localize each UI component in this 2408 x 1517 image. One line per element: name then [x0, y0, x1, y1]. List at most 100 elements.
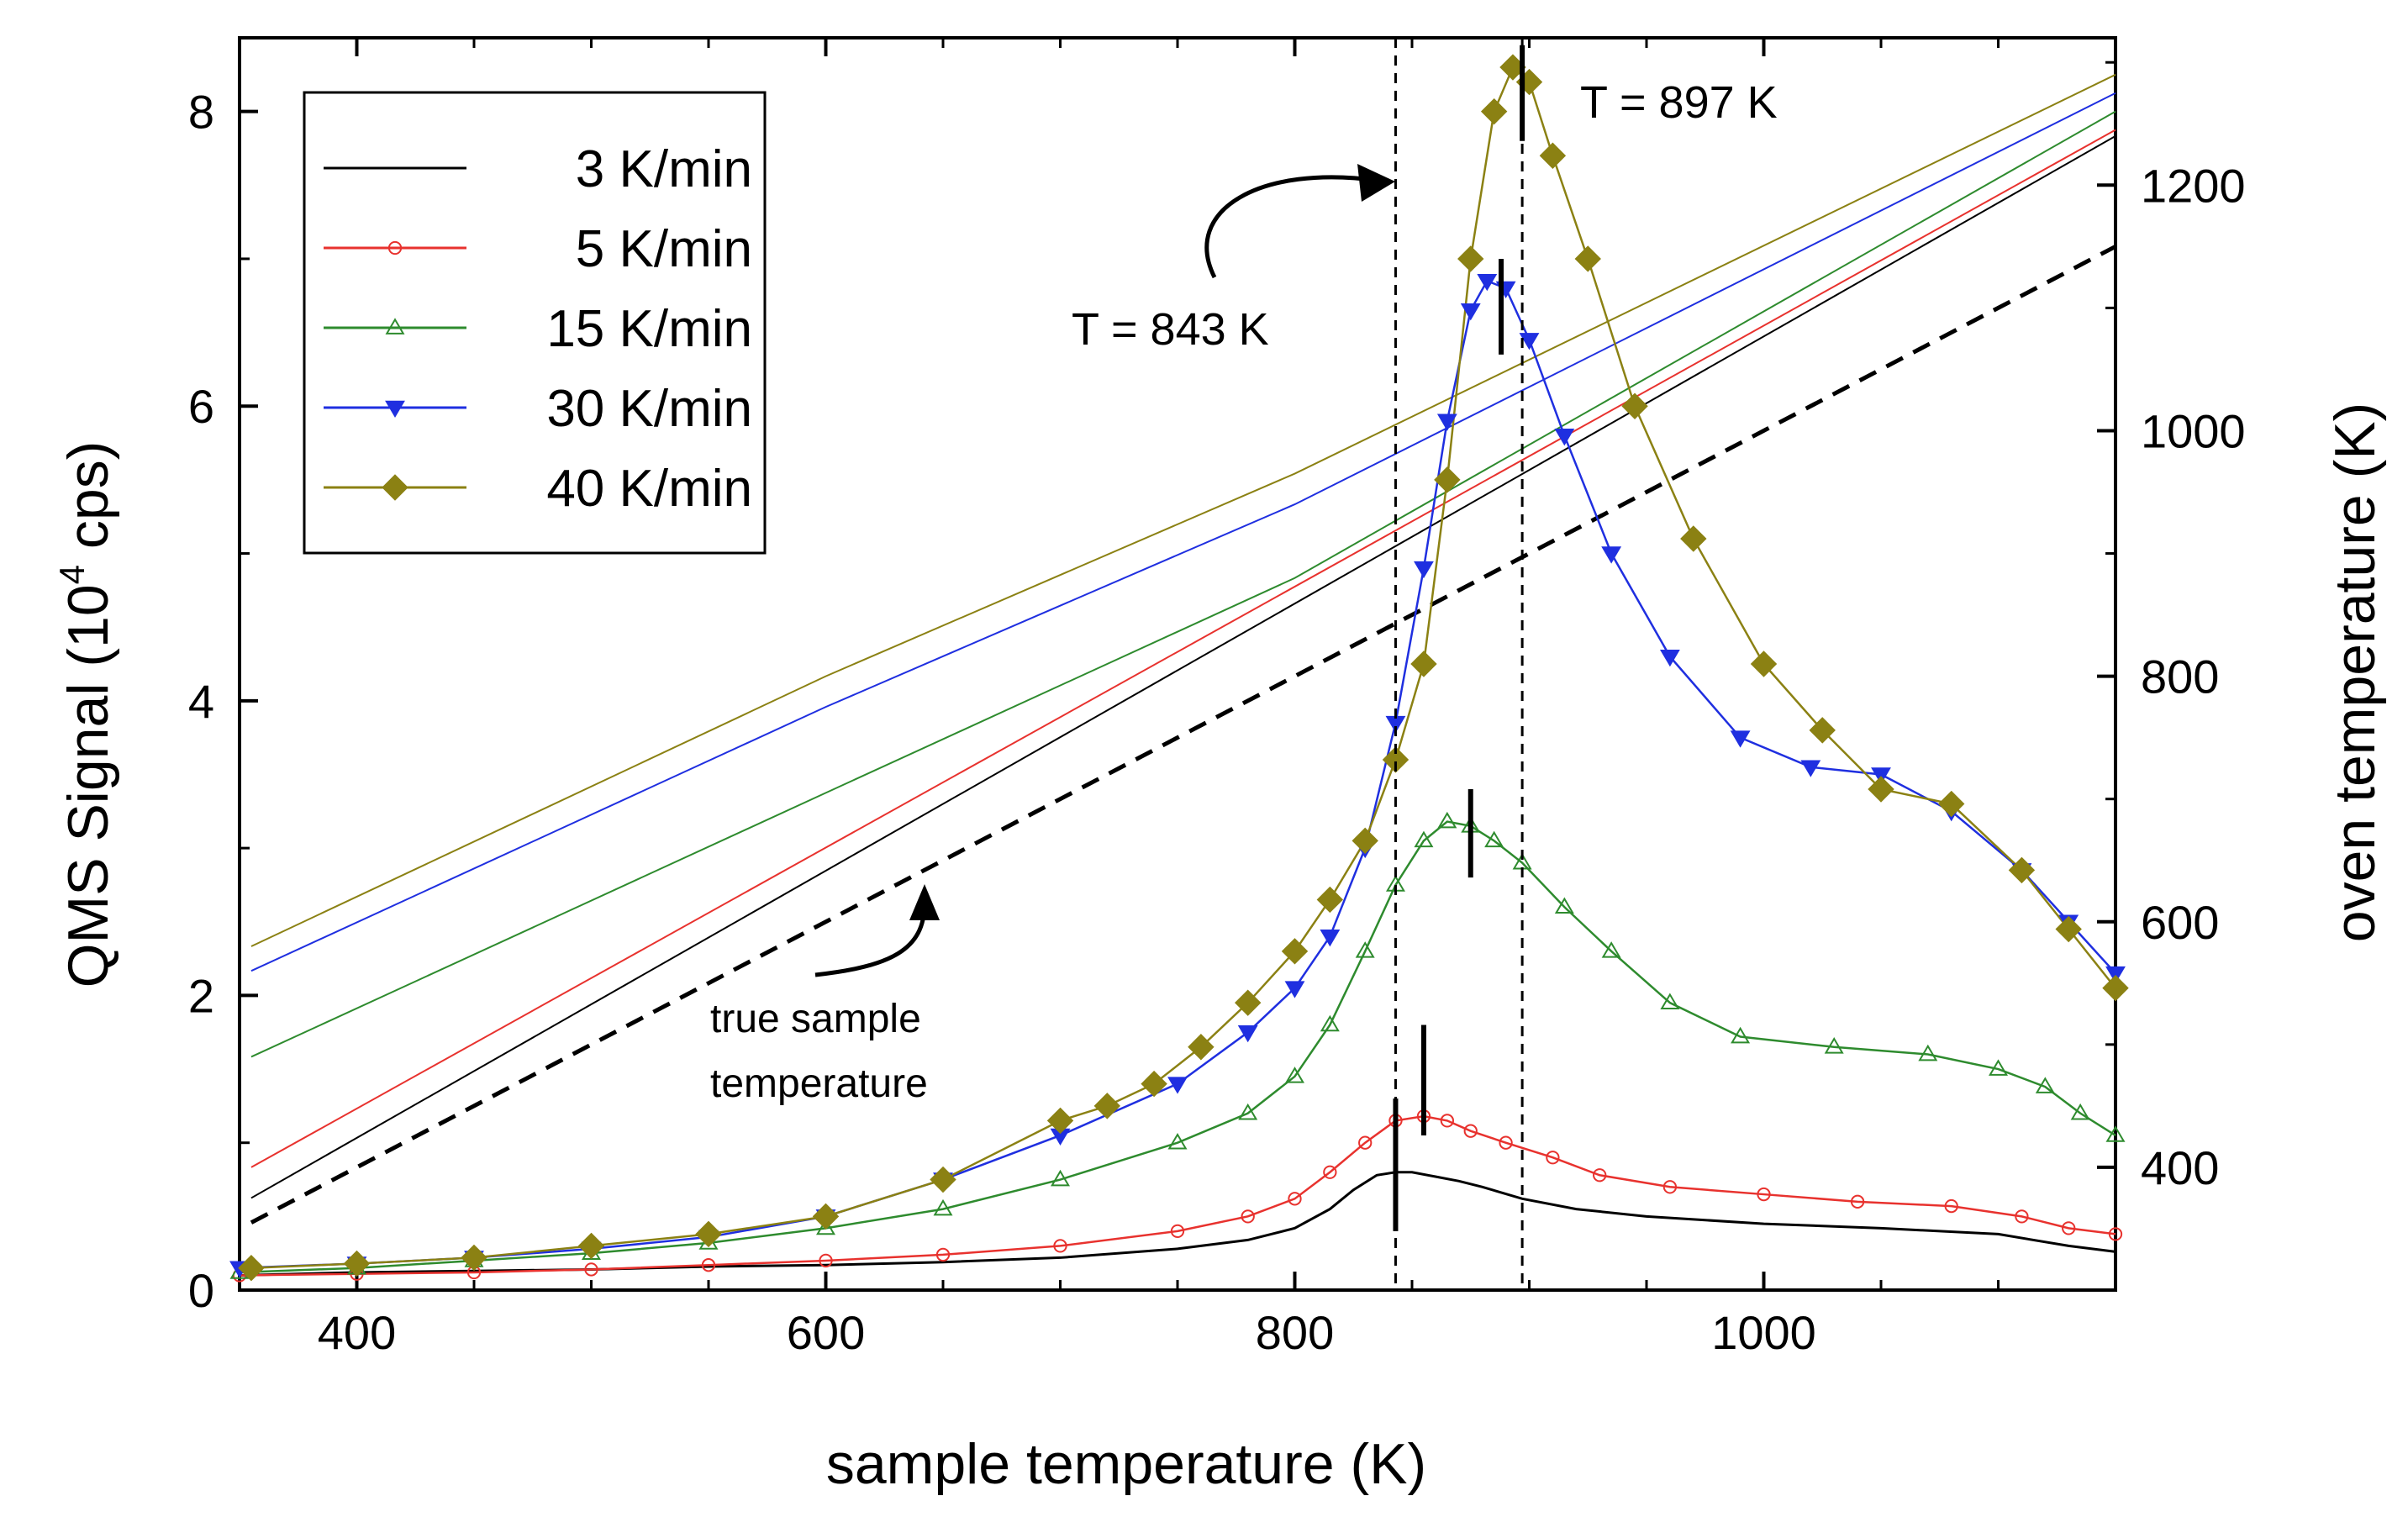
arrow-t843-head	[1357, 164, 1395, 202]
true-sample-temperature-line	[250, 245, 2117, 1225]
point-15-k-min-14	[1414, 830, 1434, 848]
point-30-k-min-25	[1871, 767, 1891, 785]
oven-line-30-k-min	[250, 92, 2116, 972]
legend-label-15-k-min: 15 K/min	[546, 300, 752, 358]
series-line-5-k-min	[239, 1114, 2116, 1277]
legend-label-30-k-min: 30 K/min	[546, 380, 752, 438]
point-30-k-min-17	[1477, 274, 1498, 292]
point-5-k-min-26	[2108, 1227, 2123, 1241]
legend-rows: 3 K/min 5 K/min 15 K/min 30 K/min 40 K/min	[324, 140, 752, 518]
point-40-k-min-26	[1750, 651, 1778, 677]
point-40-k-min-16	[1410, 651, 1437, 677]
point-40-k-min-30	[2008, 856, 2036, 884]
point-40-k-min-29	[1937, 790, 1965, 818]
y-axis-right-title: oven temperature (K)	[2323, 403, 2387, 943]
oven-line-5-k-min	[250, 129, 2116, 1168]
point-15-k-min-20	[1601, 941, 1621, 958]
annotation-t843: T = 843 K	[1072, 304, 1269, 355]
y-left-tick-label-4: 4	[188, 675, 214, 728]
point-15-k-min-12	[1355, 941, 1375, 958]
point-40-k-min-8	[1093, 1093, 1121, 1119]
point-15-k-min-8	[1167, 1132, 1188, 1150]
point-40-k-min-24	[1621, 392, 1648, 419]
x-tick-label-800: 800	[1256, 1306, 1334, 1359]
legend-marker-5-k-min	[387, 240, 403, 255]
point-30-k-min-20	[1554, 429, 1575, 446]
point-40-k-min-13	[1316, 886, 1344, 914]
legend: 3 K/min 5 K/min 15 K/min 30 K/min 40 K/min	[303, 91, 767, 555]
arrow-true-sample	[814, 903, 927, 977]
point-40-k-min-19	[1480, 97, 1508, 125]
point-15-k-min-19	[1554, 897, 1574, 914]
vertical-markers	[1394, 38, 1524, 1290]
peak-markers	[1393, 45, 1525, 1231]
point-15-k-min-10	[1285, 1067, 1304, 1083]
point-5-k-min-4	[701, 1258, 716, 1272]
point-30-k-min-29	[2105, 966, 2126, 984]
annotation-t897: T = 897 K	[1580, 77, 1778, 128]
point-40-k-min-28	[1868, 776, 1894, 803]
axis-ticks: 400 600 800 1000 0 2 4 6 8 400 600 800 1000 1200	[188, 38, 2246, 1359]
point-40-k-min-31	[2055, 915, 2082, 943]
point-5-k-min-6	[935, 1247, 951, 1262]
point-5-k-min-15	[1440, 1114, 1454, 1128]
y-left-tick-label-8: 8	[188, 86, 214, 139]
y-axis-left-title: QMS Signal (104 cps)	[52, 441, 120, 988]
point-5-k-min-5	[819, 1253, 833, 1268]
series-line-15-k-min	[239, 820, 2116, 1274]
point-5-k-min-9	[1241, 1209, 1255, 1224]
series-line-3-k-min	[239, 1171, 2116, 1277]
point-30-k-min-11	[1320, 930, 1341, 947]
point-5-k-min-22	[1850, 1194, 1865, 1209]
annotation-true-sample-2: temperature	[710, 1061, 928, 1106]
point-15-k-min-25	[1989, 1059, 2008, 1076]
point-30-k-min-22	[1659, 650, 1680, 667]
point-40-k-min-9	[1141, 1070, 1167, 1098]
point-15-k-min-6	[933, 1198, 953, 1216]
point-30-k-min-10	[1284, 981, 1305, 998]
point-40-k-min-5	[812, 1203, 840, 1230]
point-30-k-min-24	[1800, 760, 1821, 777]
arrow-t843	[1204, 175, 1379, 279]
x-tick-label-400: 400	[318, 1306, 396, 1359]
point-15-k-min-24	[1918, 1044, 1938, 1061]
point-5-k-min-20	[1662, 1180, 1678, 1194]
point-5-k-min-24	[2015, 1209, 2029, 1224]
point-40-k-min-10	[1188, 1034, 1215, 1061]
point-40-k-min-25	[1680, 525, 1707, 552]
point-40-k-min-18	[1457, 245, 1484, 272]
point-30-k-min-19	[1519, 333, 1540, 350]
point-30-k-min-14	[1414, 561, 1434, 579]
point-5-k-min-21	[1757, 1187, 1771, 1202]
point-15-k-min-7	[1051, 1169, 1070, 1187]
point-40-k-min-17	[1434, 466, 1461, 493]
legend-marker-15-k-min	[385, 318, 405, 334]
point-30-k-min-21	[1601, 546, 1622, 564]
y-right-tick-label-1000: 1000	[2141, 404, 2246, 457]
point-30-k-min-15	[1436, 413, 1457, 431]
legend-marker-30-k-min	[385, 400, 405, 419]
point-15-k-min-21	[1660, 993, 1680, 1010]
point-5-k-min-10	[1288, 1192, 1302, 1206]
point-30-k-min-8	[1167, 1077, 1188, 1094]
point-40-k-min-23	[1574, 245, 1601, 272]
y-right-tick-label-400: 400	[2141, 1141, 2219, 1194]
y-left-title-sup: 4	[52, 565, 92, 584]
y-left-title-tail: cps)	[56, 441, 120, 565]
y-left-title-main: QMS Signal (10	[56, 584, 120, 988]
point-5-k-min-11	[1323, 1165, 1337, 1179]
point-15-k-min-9	[1238, 1103, 1258, 1120]
point-30-k-min-16	[1460, 303, 1481, 321]
point-15-k-min-11	[1320, 1014, 1340, 1032]
point-40-k-min-11	[1234, 989, 1262, 1016]
point-40-k-min-4	[695, 1220, 722, 1248]
point-40-k-min-15	[1382, 746, 1409, 773]
legend-marker-40-k-min	[382, 474, 408, 501]
point-30-k-min-23	[1730, 730, 1751, 748]
y-right-tick-label-800: 800	[2141, 651, 2219, 703]
point-40-k-min-32	[2102, 974, 2129, 1002]
point-40-k-min-22	[1539, 142, 1567, 169]
point-15-k-min-23	[1824, 1037, 1844, 1054]
point-5-k-min-19	[1593, 1168, 1607, 1183]
